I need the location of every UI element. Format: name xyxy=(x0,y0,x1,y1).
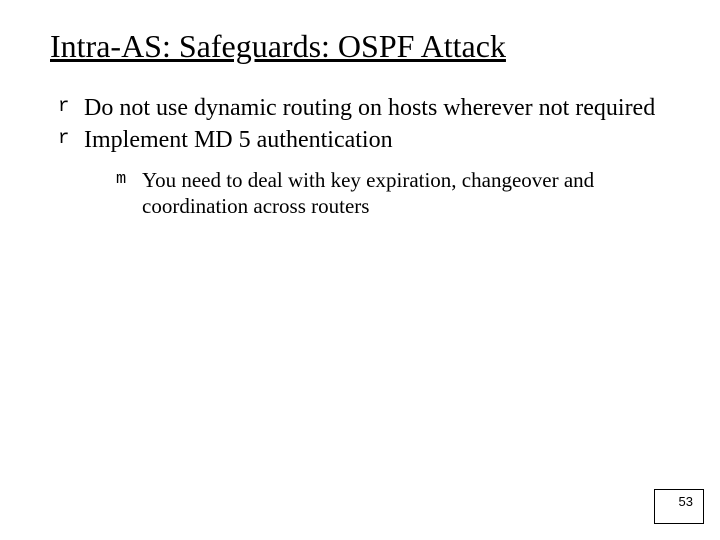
bullet-text: Do not use dynamic routing on hosts wher… xyxy=(84,95,655,121)
bullet-text: You need to deal with key expiration, ch… xyxy=(142,168,594,218)
list-item: Implement MD 5 authentication You need t… xyxy=(58,125,680,220)
list-item: Do not use dynamic routing on hosts wher… xyxy=(58,93,680,123)
page-number: 53 xyxy=(665,494,693,509)
bullet-text: Implement MD 5 authentication xyxy=(84,127,393,153)
list-item: You need to deal with key expiration, ch… xyxy=(116,167,680,220)
slide-title: Intra-AS: Safeguards: OSPF Attack xyxy=(50,28,680,65)
bullet-list: Do not use dynamic routing on hosts wher… xyxy=(50,93,680,220)
page-number-box: 53 xyxy=(654,489,704,524)
slide: Intra-AS: Safeguards: OSPF Attack Do not… xyxy=(0,0,720,540)
sub-bullet-list: You need to deal with key expiration, ch… xyxy=(84,167,680,220)
